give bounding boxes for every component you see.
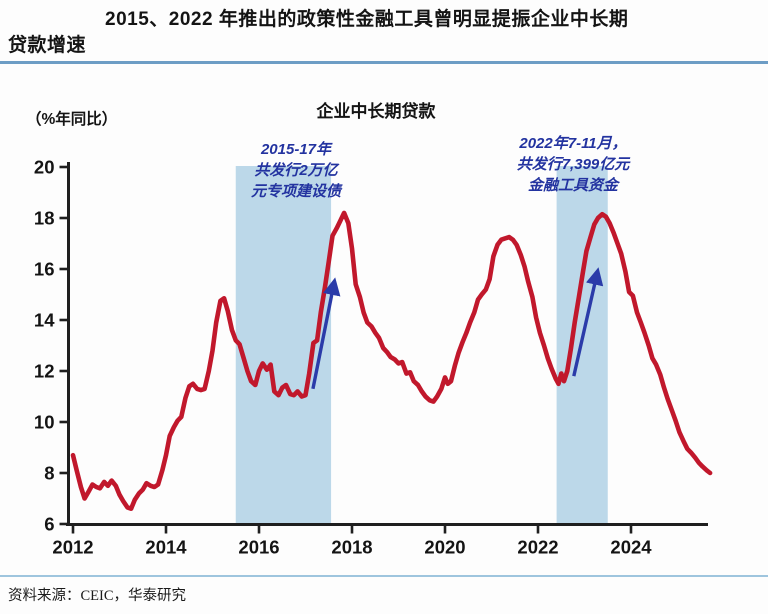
loan-growth-series bbox=[70, 210, 713, 512]
y-tick-label: 14 bbox=[34, 310, 55, 331]
annotation-line: 元专项建设债 bbox=[250, 183, 341, 200]
y-tick-label: 10 bbox=[34, 412, 55, 433]
y-tick-label: 6 bbox=[44, 514, 54, 535]
x-tick-label: 2016 bbox=[238, 537, 279, 558]
y-tick-label: 20 bbox=[34, 157, 55, 178]
y-axis-tick-labels: 6 8 10 12 14 16 18 20 bbox=[34, 157, 55, 535]
policy-band bbox=[235, 166, 332, 525]
y-tick-label: 12 bbox=[34, 361, 55, 382]
annotation-line: 2022年7-11月， bbox=[519, 135, 627, 152]
y-tick-label: 8 bbox=[44, 463, 54, 484]
figure-header: 2015、2022 年推出的政策性金融工具曾明显提振企业中长期 贷款增速 bbox=[0, 0, 768, 59]
figure-title-line2: 贷款增速 bbox=[8, 35, 87, 56]
annotation-line: 共发行2万亿 bbox=[254, 162, 338, 179]
annotation-2015-band: 2015-17年 共发行2万亿 元专项建设债 bbox=[211, 139, 381, 202]
annotation-line: 共发行7,399亿元 bbox=[516, 156, 630, 173]
chart-title: 企业中长期贷款 bbox=[316, 102, 436, 121]
x-axis-tick-labels: 2012 2014 2016 2018 2020 2022 2024 bbox=[52, 537, 652, 558]
y-axis-unit-label: （%年同比） bbox=[26, 111, 118, 128]
series-polyline bbox=[70, 210, 713, 512]
x-tick-label: 2018 bbox=[331, 537, 372, 558]
figure-title-line1: 2015、2022 年推出的政策性金融工具曾明显提振企业中长期 bbox=[105, 9, 629, 30]
policy-effect-arrows bbox=[311, 267, 604, 390]
annotation-2022-band: 2022年7-11月， 共发行7,399亿元 金融工具资金 bbox=[478, 133, 668, 196]
y-tick-label: 16 bbox=[34, 259, 55, 280]
x-tick-label: 2022 bbox=[517, 537, 558, 558]
annotation-line: 金融工具资金 bbox=[527, 177, 618, 194]
policy-period-bands bbox=[235, 166, 608, 525]
policy-arrow bbox=[572, 267, 604, 377]
y-tick-label: 18 bbox=[34, 208, 55, 229]
x-tick-label: 2012 bbox=[52, 537, 93, 558]
x-tick-label: 2014 bbox=[145, 537, 187, 558]
footer-divider bbox=[0, 575, 768, 577]
x-tick-label: 2020 bbox=[424, 537, 465, 558]
source-note: 资料来源：CEIC，华泰研究 bbox=[8, 588, 187, 604]
x-tick-label: 2024 bbox=[610, 537, 652, 558]
axes bbox=[59, 162, 708, 534]
annotation-line: 2015-17年 bbox=[260, 141, 332, 158]
title-divider bbox=[0, 61, 768, 64]
policy-arrow bbox=[311, 277, 341, 390]
